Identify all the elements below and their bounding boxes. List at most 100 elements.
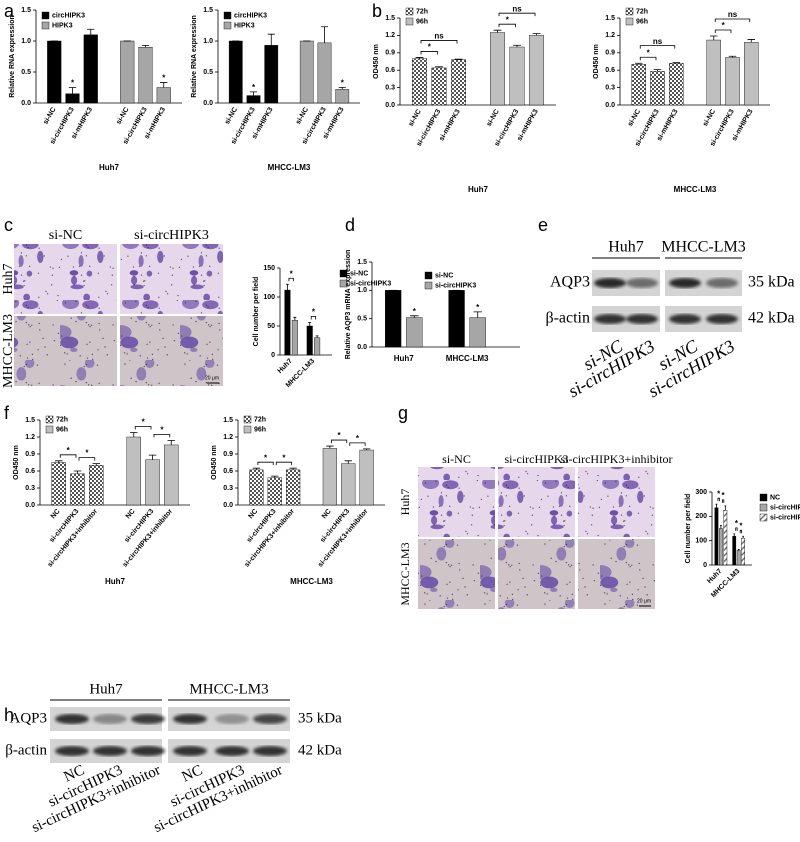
legend-swatch: [424, 271, 433, 280]
legend-label: 72h: [254, 416, 266, 423]
micrograph: [120, 244, 223, 314]
bar: [411, 58, 428, 106]
molecular-weight: 42 kDa: [298, 742, 342, 758]
significance: *: [162, 74, 166, 83]
x-tick-label: MHCC-LM3: [446, 354, 489, 363]
band: [626, 314, 658, 324]
significance-bracket: [275, 461, 293, 466]
molecular-weight: 35 kDa: [748, 274, 795, 291]
legend-swatch: [223, 11, 232, 20]
bracket-label: *: [142, 418, 146, 427]
significance: *: [413, 307, 417, 316]
error-bar: [87, 28, 95, 35]
bar: [314, 337, 321, 356]
bar: [650, 71, 665, 106]
legend-swatch: [759, 503, 768, 512]
legend-label: si-circHIPK3: [350, 280, 391, 287]
lane-label: NC: [61, 762, 87, 785]
band: [173, 714, 207, 724]
y-tick-label: 0.6: [25, 468, 35, 475]
bracket-label: *: [722, 21, 726, 30]
y-tick-label: 1.0: [357, 287, 367, 294]
x-axis-title: Huh7: [105, 577, 126, 586]
band: [215, 714, 249, 724]
error-bar: [55, 460, 63, 463]
bracket-label: ns: [653, 37, 663, 46]
error-bar: [362, 448, 371, 451]
y-tick-label: 0.6: [223, 468, 233, 475]
significance-bracket: [420, 51, 438, 55]
legend-swatch: [41, 11, 50, 20]
bar: [431, 67, 447, 106]
y-tick-label: 0.9: [385, 50, 395, 57]
row-label: MHCC-LM3: [1, 314, 16, 388]
y-tick-label: 0.0: [25, 502, 35, 509]
panel-letter: a: [4, 1, 15, 21]
bar: [249, 469, 264, 506]
band: [215, 746, 249, 756]
y-tick-label: 1.5: [357, 259, 367, 266]
micrograph: [14, 244, 117, 314]
significance-bracket: [257, 461, 274, 466]
error-bar: [742, 535, 744, 539]
legend-swatch: [45, 415, 54, 424]
legend-label: si-circHIPK3: [435, 282, 476, 289]
bar: [335, 89, 350, 104]
panel-letter: h: [4, 705, 14, 725]
legend-label: 96h: [416, 18, 428, 25]
band: [253, 746, 287, 756]
legend-swatch: [223, 21, 232, 30]
significance-bracket: [721, 499, 725, 503]
legend-label: circHIPK3: [52, 12, 85, 19]
column-label: si-circHIPK3: [505, 452, 569, 466]
significance-bracket: [288, 277, 294, 282]
error-bar: [267, 33, 275, 46]
panel-letter: d: [345, 215, 355, 235]
micrograph: [578, 539, 655, 609]
bar: [528, 35, 545, 106]
error-bar: [724, 505, 727, 511]
y-axis-title: OD450 nm: [211, 445, 218, 480]
legend-label: si-circHIPK3: [770, 504, 800, 511]
legend-swatch: [405, 17, 414, 26]
micrograph: [578, 467, 655, 537]
legend-swatch: [243, 425, 252, 434]
band: [706, 278, 738, 288]
blot-group-label: Huh7: [89, 681, 123, 697]
significance-bracket: [717, 497, 720, 502]
error-bar: [635, 62, 643, 65]
y-tick-label: 1.5: [223, 417, 233, 424]
legend-label: NC: [770, 494, 780, 501]
micrograph: [120, 316, 223, 386]
y-tick-label: 0.6: [605, 67, 615, 74]
y-tick-label: 0.5: [21, 69, 31, 76]
x-axis-title: MHCC-LM3: [268, 163, 311, 172]
significance-bracket: [330, 439, 348, 444]
significance-bracket: [735, 527, 738, 531]
bar: [509, 46, 525, 106]
x-tick-label: NC: [321, 508, 333, 520]
legend-swatch: [759, 513, 768, 522]
bar: [719, 528, 723, 566]
significance: *: [476, 303, 480, 312]
bar: [65, 93, 80, 104]
bracket-label: *: [717, 489, 721, 498]
bracket-label: *: [506, 15, 510, 24]
error-bar: [473, 311, 482, 318]
bar: [228, 40, 243, 104]
bar: [306, 325, 313, 356]
bar: [70, 473, 85, 506]
error-bar: [710, 35, 718, 41]
error-bar: [160, 82, 168, 88]
error-bar: [653, 69, 662, 72]
bar: [723, 510, 728, 566]
error-bar: [141, 44, 150, 48]
scale-bar-label: 20 μm: [205, 375, 219, 381]
band: [93, 714, 127, 724]
y-tick-label: 0.5: [203, 69, 213, 76]
error-bar: [148, 454, 157, 460]
y-tick-label: 0.6: [385, 67, 395, 74]
bracket-label: *: [282, 453, 286, 462]
error-bar: [308, 322, 312, 326]
